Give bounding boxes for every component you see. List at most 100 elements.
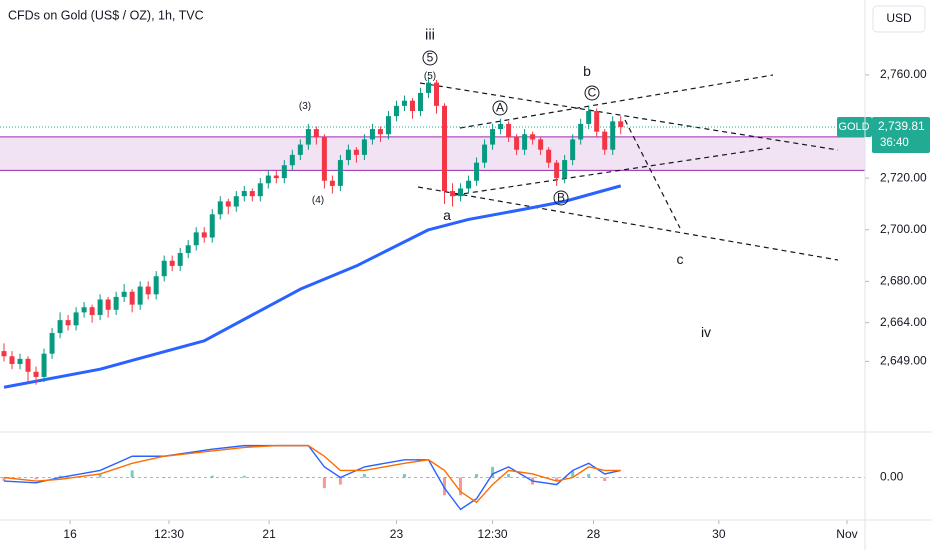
y-tick-label: 2,664.00: [880, 315, 927, 329]
candle-body: [193, 232, 199, 246]
candle-body: [9, 356, 15, 365]
price-tag-symbol-bg: [837, 116, 872, 137]
macd-histogram: [491, 466, 495, 478]
candle-body: [289, 154, 295, 166]
macd-histogram: [306, 477, 310, 478]
candle-body: [562, 160, 568, 179]
macd-histogram: [459, 477, 463, 496]
annotation: iii: [425, 26, 435, 43]
candle-body: [273, 175, 279, 179]
candle-body: [442, 105, 448, 192]
x-tick-label: 12:30: [478, 527, 508, 541]
candle-body: [554, 162, 560, 179]
projection: [624, 119, 681, 229]
candle-body: [65, 320, 71, 326]
macd-histogram: [587, 473, 591, 478]
candle-body: [377, 129, 383, 135]
trendlines: [417, 74, 839, 261]
candle-body: [233, 196, 239, 207]
candle-body: [514, 136, 520, 150]
candle-body: [169, 260, 175, 266]
y-tick-label: 2,649.00: [880, 354, 927, 368]
candle-body: [81, 307, 87, 313]
macd-histogram: [98, 473, 102, 478]
annotation-circle: [492, 100, 508, 116]
annotation-circle: [422, 50, 438, 66]
candle-body: [201, 232, 207, 238]
candle-body: [33, 371, 39, 377]
candle-body: [474, 162, 480, 181]
candle-body: [522, 134, 528, 150]
candle-body: [498, 123, 504, 130]
candle-body: [153, 276, 159, 295]
candle-body: [297, 144, 303, 155]
macd-histogram: [338, 477, 342, 485]
candle-body: [361, 139, 367, 155]
candle-body: [530, 134, 536, 140]
macd-histogram: [274, 477, 278, 478]
candle-body: [329, 180, 335, 186]
candle-body: [57, 320, 63, 334]
y-tick-label: 2,760.00: [880, 67, 927, 81]
chart-title: CFDs on Gold (US$ / OZ), 1h, TVC: [8, 8, 204, 22]
macd-histogram: [362, 473, 366, 478]
candle-body: [570, 139, 576, 161]
price-tag-value: 2,739.81: [878, 119, 925, 133]
macd-histogram: [58, 475, 62, 478]
trendline: [419, 82, 839, 151]
candle-body: [578, 123, 584, 140]
candle-body: [305, 129, 311, 145]
candle-body: [137, 286, 143, 305]
macd-line: [3, 444, 621, 511]
annotation: (4): [312, 195, 324, 206]
annotation: (5): [424, 71, 436, 82]
trendline: [417, 186, 839, 261]
candle-body: [602, 131, 608, 150]
zone-layer: [0, 136, 865, 171]
macd-histogram: [2, 477, 6, 482]
candle-body: [1, 351, 7, 357]
y-tick-label: 2,720.00: [880, 170, 927, 184]
macd-histogram: [162, 477, 166, 478]
annotation: C: [588, 86, 597, 100]
annotation: a: [443, 207, 451, 223]
macd-histogram: [210, 475, 214, 478]
candle-body: [345, 149, 351, 161]
candle-body: [105, 299, 111, 310]
candle-body: [41, 353, 47, 377]
candle-body: [466, 180, 472, 189]
candle-body: [610, 121, 616, 150]
candle-body: [369, 129, 375, 140]
x-tick-label: Nov: [836, 527, 857, 541]
x-tick-label: 16: [63, 527, 77, 541]
candle-body: [161, 260, 167, 277]
candle-body: [313, 129, 319, 137]
candle-body: [337, 160, 343, 186]
candle-body: [409, 100, 415, 112]
candle-body: [49, 333, 55, 354]
candle-body: [121, 291, 127, 297]
moving-average: [3, 184, 622, 389]
annotation-circle: [553, 190, 569, 206]
y-tick-label: 2,680.00: [880, 274, 927, 288]
y-tick-label: 2,700.00: [880, 222, 927, 236]
currency[interactable]: USD: [886, 11, 912, 25]
currency-button[interactable]: [872, 5, 926, 33]
candle-body: [618, 121, 624, 127]
candle-body: [145, 286, 151, 295]
x-tick-label: 21: [262, 527, 276, 541]
candle-body: [482, 144, 488, 163]
candle-body: [185, 245, 191, 254]
macd-histogram: [555, 477, 559, 482]
candle-body: [586, 111, 592, 124]
candle-body: [393, 105, 399, 117]
macd-tick-label: 0.00: [880, 470, 904, 484]
candle-body: [594, 111, 600, 132]
x-tick-label: 28: [587, 527, 601, 541]
candle-body: [281, 165, 287, 179]
annotation: b: [583, 63, 591, 79]
macd-histogram: [130, 470, 134, 478]
x-tick-label: 30: [712, 527, 726, 541]
price-tag-bg: [872, 116, 930, 153]
